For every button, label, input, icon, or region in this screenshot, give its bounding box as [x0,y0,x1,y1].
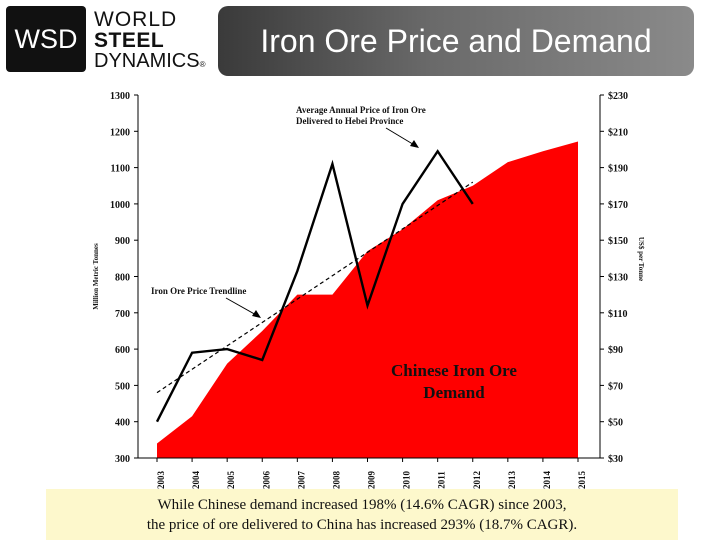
demand-label-line-2: Demand [423,383,485,402]
x-tick-label: 2003 [156,471,166,490]
logo-word-3: DYNAMICS [94,50,200,72]
x-tick-label: 2008 [331,471,341,490]
price-lines-layer [155,127,474,423]
right-tick-label: $90 [608,345,623,356]
right-tick-label: $190 [608,164,628,175]
x-tick-label: 2006 [261,471,271,490]
price-line [155,149,474,423]
left-tick-label: 1200 [110,127,130,138]
left-tick-label: 900 [115,236,130,247]
demand-area-layer [157,141,578,459]
logo-word-2: STEEL [94,29,165,52]
x-tick-label: 2005 [226,471,236,490]
left-tick-label: 1100 [111,164,130,175]
left-tick-label: 1300 [110,91,130,102]
chart-svg: 1300 1200 1100 1000 900 800 700 600 500 400 300 $23… [92,91,645,489]
trendline [156,181,474,394]
page-title: Iron Ore Price and Demand [260,22,652,59]
x-tick-label: 2011 [437,471,447,489]
wsd-logo-mark: WSD [6,6,86,72]
x-tick-label: 2004 [191,471,201,490]
trend-annotation-arrowhead [252,310,261,318]
logo-word-3-row: DYNAMICS® [94,51,224,75]
x-tick-label: 2010 [402,471,412,490]
registered-mark: ® [199,60,206,69]
x-tick-label: 2007 [296,471,306,490]
left-axis-title: Million Metric Tonnes [92,243,100,310]
caption-line-1: While Chinese demand increased 198% (14.… [157,496,567,513]
x-tick-label: 2014 [542,471,552,490]
price-annotation-arrow [385,127,417,147]
left-tick-label: 300 [115,454,130,465]
left-tick-label: 1000 [110,200,130,211]
left-tick-label: 700 [115,309,130,320]
demand-label-line-1: Chinese Iron Ore [391,361,517,380]
axes-layer [134,94,604,462]
wsd-logo-wordmark: WORLD STEEL DYNAMICS® [94,9,224,75]
right-tick-label: $30 [608,454,623,465]
x-tick-label: 2013 [507,471,517,490]
chart: 1300 1200 1100 1000 900 800 700 600 500 400 300 $23… [86,84,648,490]
demand-area [157,141,578,459]
x-tick-label: 2012 [472,471,482,490]
logo-word-1: WORLD [94,8,178,31]
right-tick-label: $230 [608,91,628,102]
caption-box: While Chinese demand increased 198% (14.… [46,489,678,540]
right-tick-label: $130 [608,273,628,284]
trend-annotation: Iron Ore Price Trendline [151,286,246,296]
right-axis-title: US$ per Tonne [637,237,645,281]
right-tick-label: $170 [608,200,628,211]
right-tick-label: $70 [608,381,623,392]
right-tick-label: $50 [608,418,623,429]
left-tick-label: 400 [115,418,130,429]
price-annotation-line-2: Delivered to Hebei Province [296,116,403,126]
price-annotation-arrowhead [410,140,419,148]
left-tick-label: 600 [115,345,130,356]
right-tick-label: $150 [608,236,628,247]
trend-annotation-arrow [225,297,259,317]
x-tick-label: 2009 [367,471,377,490]
title-bar: Iron Ore Price and Demand [218,6,694,76]
right-tick-label: $210 [608,127,628,138]
left-tick-label: 800 [115,273,130,284]
right-tick-label: $110 [608,309,627,320]
chart-text-layer: 1300 1200 1100 1000 900 800 700 600 500 400 300 $23… [92,91,645,489]
price-annotation-line-1: Average Annual Price of Iron Ore [296,105,426,115]
logo-abbrev: WSD [14,23,78,54]
caption-line-2: the price of ore delivered to China has … [146,516,578,533]
x-tick-label: 2015 [577,471,587,490]
left-tick-label: 500 [115,381,130,392]
